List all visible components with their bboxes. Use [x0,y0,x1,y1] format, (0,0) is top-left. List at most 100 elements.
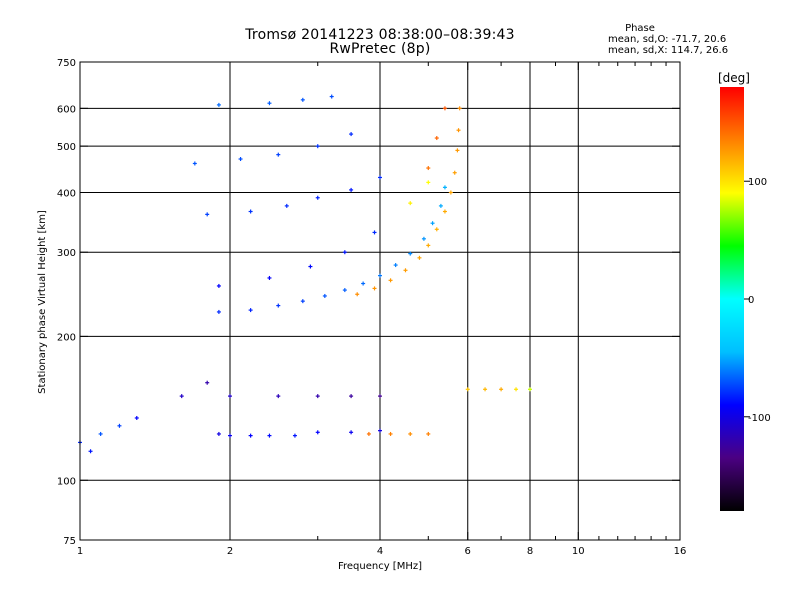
data-point [378,273,382,278]
chart-title: Tromsø 20141223 08:38:00–08:39:43 [245,27,515,43]
data-point [342,288,347,293]
phase-stats-x: mean, sd,X: 114.7, 26.6 [608,45,729,56]
data-point [372,286,377,291]
data-point [308,264,313,269]
x-axis-label: Frequency [MHz] [338,561,422,572]
data-point [349,132,354,137]
data-point [349,187,354,192]
data-point [426,166,431,171]
data-points [78,94,532,454]
data-point [442,106,447,111]
data-point [216,283,221,288]
data-point [179,394,184,399]
colorbar-tick-label: 0 [748,295,754,306]
x-tick-label: 10 [572,546,585,557]
data-point [205,380,210,385]
data-point [248,209,253,214]
data-point [448,190,453,195]
data-point [315,394,320,399]
data-point [205,212,210,217]
data-point [372,230,377,235]
data-point [421,236,426,241]
data-point [276,394,281,399]
data-point [378,428,382,433]
data-point [315,195,320,200]
data-point [378,394,382,399]
data-point [483,387,488,392]
data-point [452,170,457,175]
x-tick-label: 6 [465,546,471,557]
data-point [403,268,408,273]
data-point [434,136,439,141]
y-axis-label: Stationary phase Virtual Height [km] [37,210,48,394]
data-point [98,431,103,436]
data-point [88,449,93,454]
data-point [408,251,413,256]
colorbar [720,87,744,511]
data-point [342,250,347,255]
axis-ticks: 1 2 4 6 8 10 16 75 100 200 300 400 500 600 750 [57,58,686,557]
phase-stats-o: mean, sd,O: -71.7, 20.6 [608,34,727,45]
data-point [361,281,366,286]
grid [80,62,680,540]
data-point [216,102,221,107]
data-point [329,94,334,99]
data-point [388,278,393,283]
colorbar-tick-label: 100 [748,177,767,188]
data-point [434,227,439,232]
data-point [457,106,462,111]
data-point [228,394,232,399]
data-point [417,255,422,260]
data-point [366,431,371,436]
x-tick-label: 4 [377,546,383,557]
colorbar-tick-label: -100 [748,413,771,424]
data-point [284,203,289,208]
data-point [322,293,327,298]
colorbar-ticks: 100 0 -100 [744,177,771,424]
data-point [300,97,305,102]
data-point [528,387,532,392]
data-point [408,431,413,436]
data-point [430,221,435,226]
data-point [276,152,281,157]
data-point [393,263,398,268]
colorbar-label: [deg] [718,71,750,85]
data-point [378,175,382,180]
data-point [426,180,431,185]
data-point [267,275,272,280]
y-tick-label: 400 [57,188,76,199]
data-point [349,430,354,435]
data-point [349,394,354,399]
data-point [192,161,197,166]
data-point [465,387,470,392]
x-tick-label: 1 [77,546,83,557]
data-point [426,431,431,436]
y-tick-label: 200 [57,332,76,343]
data-point [216,309,221,314]
data-point [455,148,460,153]
y-tick-label: 100 [57,476,76,487]
data-point [408,201,413,206]
data-point [228,433,232,438]
data-point [117,423,122,428]
data-point [355,292,360,297]
data-point [216,431,221,436]
data-point [388,431,393,436]
y-tick-label: 500 [57,142,76,153]
y-tick-label: 600 [57,104,76,115]
data-point [315,430,320,435]
data-point [276,303,281,308]
data-point [267,101,272,106]
phase-stats-title: Phase [625,23,655,34]
data-point [292,433,297,438]
data-point [499,387,504,392]
y-tick-label: 300 [57,248,76,259]
x-tick-label: 2 [227,546,233,557]
data-point [248,433,253,438]
x-tick-label: 16 [674,546,687,557]
data-point [315,144,320,149]
data-point [442,209,447,214]
data-point [442,185,447,190]
